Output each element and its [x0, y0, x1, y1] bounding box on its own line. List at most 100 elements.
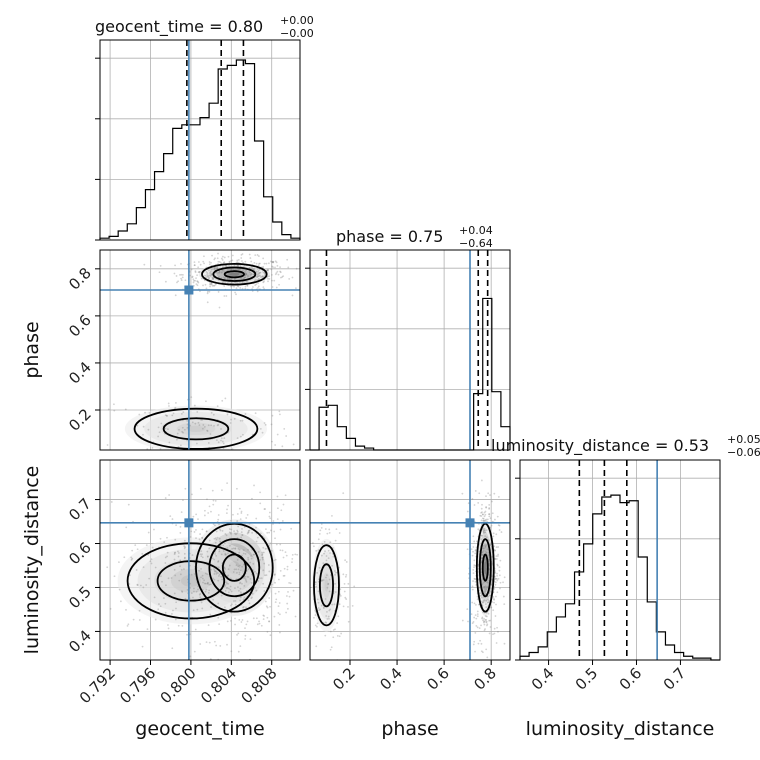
scatter-point	[215, 554, 218, 557]
scatter-point	[191, 493, 193, 496]
scatter-point	[336, 635, 339, 637]
scatter-point	[218, 550, 221, 553]
scatter-point	[482, 544, 485, 547]
scatter-point	[486, 548, 489, 551]
scatter-point	[481, 513, 484, 516]
scatter-point	[195, 537, 197, 540]
scatter-point	[228, 564, 231, 567]
scatter-point	[241, 582, 243, 585]
scatter-point	[267, 277, 269, 280]
ytick-label-luminosity_distance: 0.4	[65, 627, 95, 657]
scatter-point	[471, 588, 474, 591]
scatter-point	[202, 284, 204, 287]
scatter-point	[326, 611, 328, 613]
scatter-point	[230, 272, 233, 275]
scatter-point	[244, 413, 247, 415]
scatter-point	[245, 273, 248, 276]
scatter-point	[279, 569, 282, 572]
scatter-point	[262, 551, 265, 554]
scatter-point	[331, 603, 334, 606]
scatter-point	[230, 532, 232, 535]
scatter-point	[149, 560, 152, 563]
scatter-point	[210, 606, 212, 608]
scatter-point	[483, 531, 486, 534]
scatter-point	[269, 605, 272, 608]
scatter-point	[228, 274, 231, 277]
scatter-point	[328, 528, 331, 531]
scatter-point	[180, 277, 182, 280]
scatter-point	[316, 598, 319, 601]
scatter-point	[225, 265, 228, 267]
scatter-point	[206, 292, 209, 295]
scatter-point	[158, 271, 161, 274]
scatter-point	[489, 543, 492, 546]
scatter-point	[197, 518, 199, 520]
scatter-point	[230, 519, 232, 522]
scatter-point	[236, 530, 239, 533]
density-level-1-4	[186, 425, 206, 432]
scatter-point	[228, 261, 231, 264]
scatter-point	[177, 550, 179, 553]
scatter-point	[204, 590, 207, 593]
title-phase-sup: +0.04	[459, 224, 493, 237]
scatter-point	[320, 580, 323, 583]
scatter-point	[326, 586, 329, 589]
scatter-point	[255, 572, 258, 575]
scatter-point	[213, 537, 216, 540]
scatter-point	[318, 566, 321, 569]
scatter-point	[271, 414, 274, 417]
scatter-point	[271, 440, 273, 443]
scatter-point	[323, 552, 325, 555]
scatter-point	[234, 272, 237, 274]
scatter-point	[230, 268, 233, 271]
scatter-point	[208, 583, 211, 586]
scatter-point	[246, 274, 249, 277]
scatter-point	[483, 569, 486, 572]
scatter-point	[268, 570, 271, 573]
xtick-label-phase: 0.6	[423, 664, 453, 694]
scatter-point	[277, 605, 280, 608]
scatter-point	[214, 570, 216, 573]
scatter-point	[226, 277, 229, 280]
scatter-point	[467, 620, 469, 623]
scatter-point	[189, 536, 192, 538]
scatter-point	[305, 589, 307, 591]
scatter-point	[484, 603, 487, 605]
scatter-point	[319, 608, 322, 611]
scatter-point	[235, 568, 238, 571]
scatter-point	[229, 585, 232, 588]
scatter-point	[220, 262, 222, 264]
scatter-point	[203, 262, 205, 265]
scatter-point	[322, 606, 325, 608]
scatter-point	[237, 268, 239, 270]
scatter-point	[231, 259, 234, 262]
scatter-point	[270, 260, 272, 263]
scatter-point	[259, 274, 262, 277]
scatter-point	[473, 602, 476, 605]
scatter-point	[180, 590, 183, 593]
scatter-point	[226, 265, 229, 268]
scatter-point	[500, 531, 503, 533]
scatter-point	[238, 551, 241, 554]
scatter-point	[169, 515, 172, 518]
scatter-point	[222, 280, 225, 283]
scatter-point	[236, 261, 239, 264]
scatter-point	[332, 555, 335, 558]
scatter-point	[478, 586, 481, 589]
scatter-point	[201, 574, 204, 577]
scatter-point	[317, 549, 320, 551]
scatter-point	[472, 643, 475, 646]
scatter-point	[480, 511, 483, 514]
scatter-point	[218, 260, 221, 263]
scatter-point	[486, 585, 489, 588]
scatter-point	[253, 484, 255, 487]
scatter-point	[484, 550, 487, 553]
scatter-point	[486, 518, 489, 521]
scatter-point	[194, 271, 197, 274]
scatter-point	[476, 626, 479, 629]
scatter-point	[202, 260, 205, 263]
scatter-point	[271, 583, 273, 586]
scatter-point	[493, 587, 496, 590]
scatter-point	[221, 259, 224, 261]
scatter-point	[262, 569, 265, 572]
